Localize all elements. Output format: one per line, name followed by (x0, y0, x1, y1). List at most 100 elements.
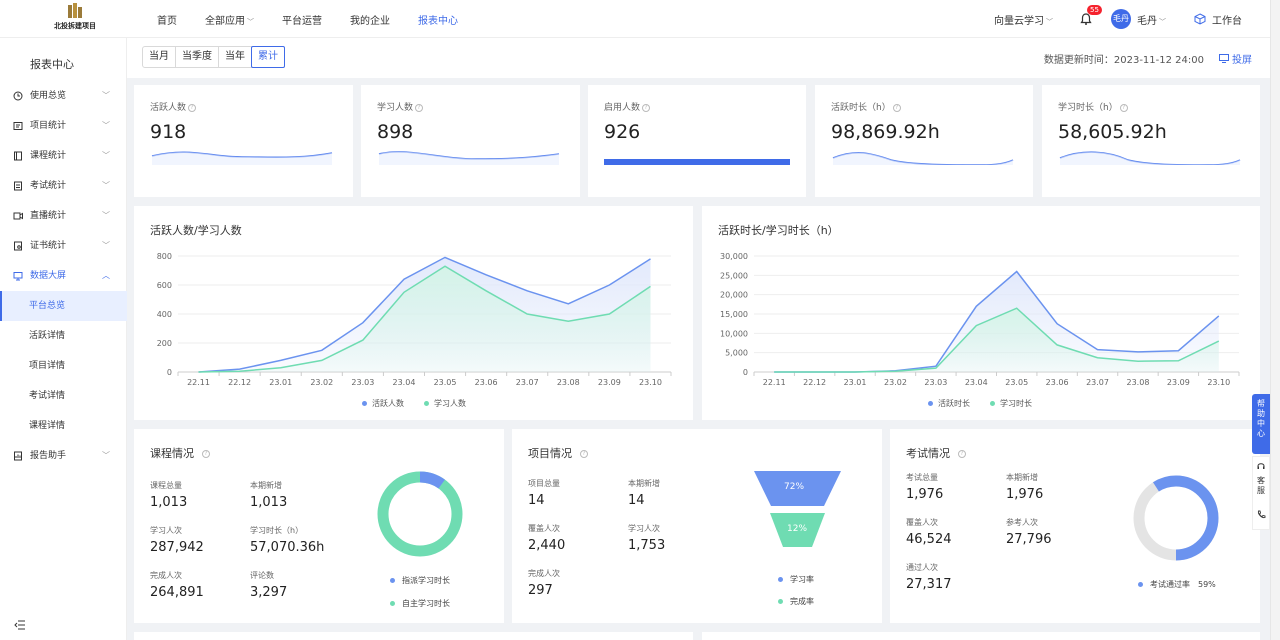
avatar[interactable]: 毛丹 (1111, 9, 1131, 29)
legend-item-learning-hours[interactable]: 学习时长 (990, 398, 1032, 409)
sparkline (832, 152, 1014, 165)
x-tick-label: 22.12 (803, 378, 826, 387)
brand-logo[interactable]: 北投拆建项目 (40, 2, 110, 36)
legend-item-active-users[interactable]: 活跃人数 (362, 398, 404, 409)
y-tick-label: 600 (157, 281, 172, 290)
field-value: 264,891 (150, 585, 204, 600)
chevron-down-icon: ﹀ (102, 151, 110, 160)
phone-icon[interactable] (1256, 510, 1266, 520)
customer-service-tab[interactable]: 客服 (1252, 456, 1270, 530)
report-icon (14, 451, 22, 461)
x-tick-label: 23.01 (269, 378, 292, 387)
chevron-down-icon: ﹀ (102, 241, 110, 250)
nav-report-center[interactable]: 报表中心 (418, 15, 458, 27)
sidebar-item-exam-stats[interactable]: 考试统计 ﹀ (0, 171, 127, 201)
period-option-year[interactable]: 当年 (219, 47, 252, 67)
sparkline (604, 159, 790, 165)
legend-item-completion-rate[interactable]: 完成率 (778, 596, 814, 607)
legend-dot (778, 599, 783, 604)
clock-icon (13, 91, 23, 101)
legend-item-active-hours[interactable]: 活跃时长 (928, 398, 970, 409)
pass-rate-value: 59% (1198, 580, 1216, 589)
panel-title: 课程情况? (150, 445, 210, 461)
help-icon[interactable]: ? (202, 450, 210, 458)
filter-bar: 当月 当季度 当年 累计 数据更新时间：2023-11-12 24:00 投屏 (127, 38, 1270, 78)
legend-label: 考试通过率 (1150, 580, 1190, 589)
course-donut-chart (377, 471, 463, 557)
help-icon[interactable]: ? (892, 103, 901, 112)
legend-item-self-study[interactable]: 自主学习时长 (390, 598, 450, 609)
sidebar-subitem-activity-detail[interactable]: 活跃详情 (29, 331, 66, 341)
sidebar-item-label: 项目统计 (30, 121, 67, 131)
nav-home[interactable]: 首页 (157, 15, 177, 27)
help-icon[interactable]: ? (642, 103, 651, 112)
help-icon[interactable]: ? (580, 450, 588, 458)
sidebar-item-course-stats[interactable]: 课程统计 ﹀ (0, 141, 127, 171)
legend-item-assigned[interactable]: 指派学习时长 (390, 575, 450, 586)
legend-label: 学习人数 (434, 399, 466, 408)
sidebar-subitem-course-detail[interactable]: 课程详情 (29, 421, 66, 431)
period-option-cumulative[interactable]: 累计 (251, 46, 285, 68)
x-tick-label: 23.02 (310, 378, 333, 387)
chart-title: 活跃人数/学习人数 (150, 224, 242, 237)
field-label: 评论数 (250, 571, 274, 580)
x-tick-label: 23.03 (351, 378, 374, 387)
stat-value: 58,605.92h (1058, 121, 1167, 143)
legend-item-pass-rate[interactable]: 考试通过率 59% (1138, 579, 1216, 590)
field-label: 课程总量 (150, 481, 182, 490)
period-option-month[interactable]: 当月 (143, 47, 176, 67)
sidebar-item-usage-overview[interactable]: 使用总览 ﹀ (0, 81, 127, 111)
y-tick-label: 0 (743, 368, 748, 377)
sidebar-item-project-stats[interactable]: 项目统计 ﹀ (0, 111, 127, 141)
help-icon[interactable]: ? (415, 103, 424, 112)
vertical-scrollbar[interactable] (1270, 0, 1280, 640)
nav-my-company[interactable]: 我的企业 (350, 15, 390, 27)
x-tick-label: 22.11 (187, 378, 210, 387)
field-label: 覆盖人次 (906, 518, 938, 527)
chevron-down-icon: ﹀ (102, 121, 110, 130)
nav-all-apps-label: 全部应用 (205, 15, 245, 27)
field-label: 本期新增 (250, 481, 282, 490)
org-switcher[interactable]: 向量云学习 ﹀ (994, 12, 1053, 27)
nav-platform-ops[interactable]: 平台运营 (282, 15, 322, 27)
workbench-label: 工作台 (1212, 15, 1242, 27)
nav-all-apps[interactable]: 全部应用 ﹀ (205, 12, 254, 27)
data-updated-time: 数据更新时间：2023-11-12 24:00 (1043, 55, 1204, 66)
stat-label-text: 启用人数 (604, 103, 641, 113)
x-tick-label: 23.07 (1086, 378, 1109, 387)
legend-label: 活跃时长 (938, 399, 970, 408)
field-value: 27,796 (1006, 532, 1052, 547)
legend-item-learning-users[interactable]: 学习人数 (424, 398, 466, 409)
sidebar-subitem-project-detail[interactable]: 项目详情 (29, 361, 66, 371)
funnel-stage-completion-label: 12% (787, 524, 808, 534)
user-menu[interactable]: 毛丹 ﹀ (1137, 12, 1166, 27)
chart-legend: 活跃人数 学习人数 (362, 398, 486, 409)
help-icon[interactable]: ? (188, 103, 197, 112)
period-selector: 当月 当季度 当年 累计 (142, 46, 285, 68)
sidebar-item-report-assistant[interactable]: 报告助手 ﹀ (0, 441, 127, 471)
legend-item-learning-rate[interactable]: 学习率 (778, 574, 814, 585)
period-option-quarter[interactable]: 当季度 (176, 47, 219, 67)
sidebar-subitem-exam-detail[interactable]: 考试详情 (29, 391, 66, 401)
sidebar-item-label: 报告助手 (30, 451, 67, 461)
help-center-tab[interactable]: 帮助中心 (1252, 394, 1270, 454)
sidebar-item-label: 课程统计 (30, 151, 67, 161)
legend-label: 指派学习时长 (402, 576, 450, 585)
legend-dot (778, 577, 783, 582)
help-icon[interactable]: ? (958, 450, 966, 458)
legend-label: 活跃人数 (372, 399, 404, 408)
help-icon[interactable]: ? (1119, 103, 1128, 112)
sidebar-subitem-platform-overview[interactable]: 平台总览 (0, 291, 127, 321)
sidebar-item-data-screen[interactable]: 数据大屏 ︿ (0, 261, 127, 291)
notification-button[interactable]: 55 (1079, 5, 1102, 26)
stat-value: 98,869.92h (831, 121, 940, 143)
sidebar-item-certificate-stats[interactable]: 证书统计 ﹀ (0, 231, 127, 261)
workbench-link[interactable]: 工作台 (1194, 12, 1242, 27)
sidebar-item-live-stats[interactable]: 直播统计 ﹀ (0, 201, 127, 231)
next-row-card-right (702, 632, 1260, 640)
field-label: 本期新增 (628, 479, 660, 488)
legend-label: 学习率 (790, 575, 814, 584)
cast-screen-button[interactable]: 投屏 (1219, 51, 1252, 66)
collapse-sidebar-icon[interactable] (14, 620, 26, 630)
field-value: 1,013 (250, 495, 288, 510)
